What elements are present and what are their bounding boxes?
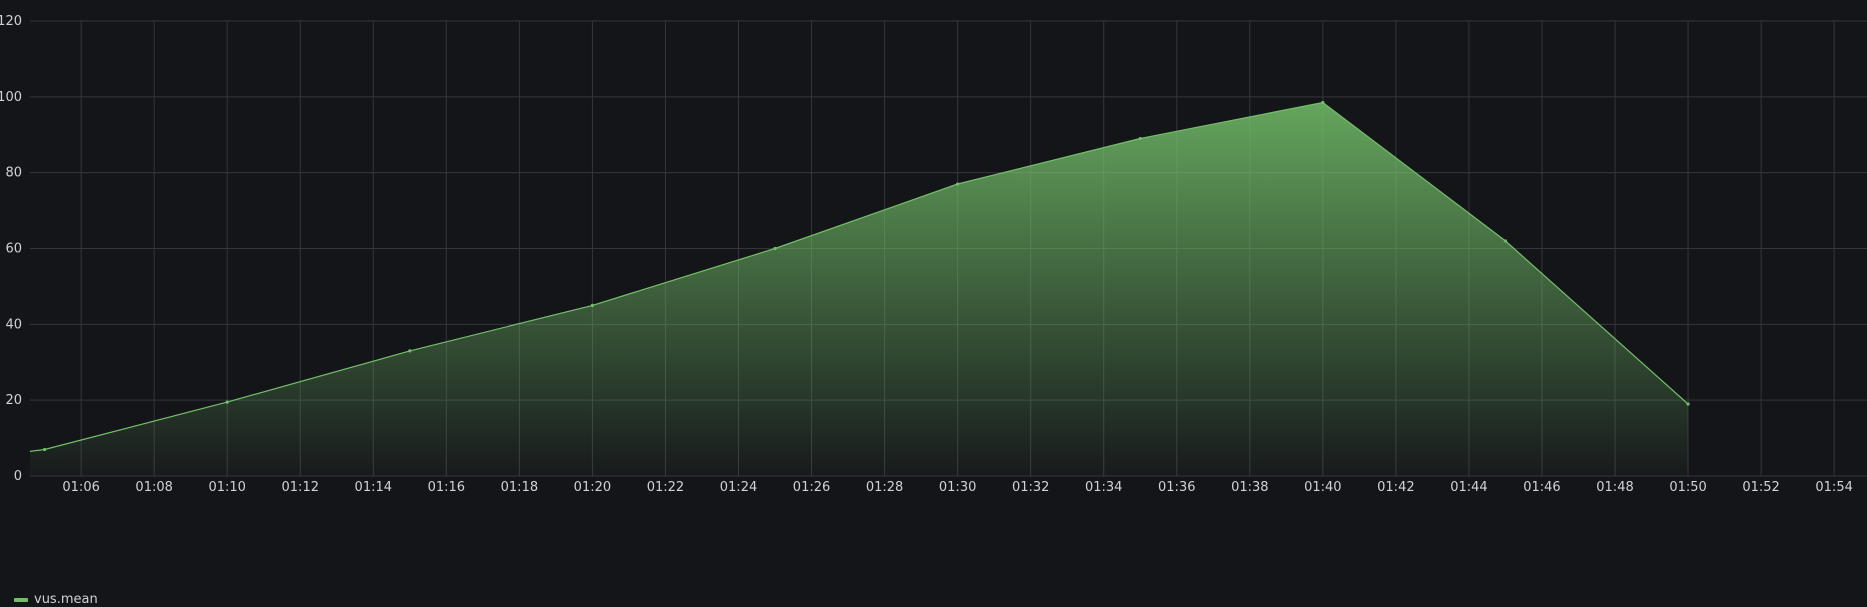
x-tick-label: 01:54 — [1815, 480, 1852, 495]
y-tick-label: 60 — [5, 242, 22, 257]
x-tick-label: 01:40 — [1304, 480, 1341, 495]
legend[interactable]: vus.mean — [14, 593, 98, 607]
y-tick-label: 80 — [5, 166, 22, 181]
series-point[interactable] — [1321, 100, 1325, 105]
x-tick-label: 01:52 — [1742, 480, 1779, 495]
y-axis-ticks: 0 20 40 60 80 100 120 — [0, 14, 22, 484]
x-tick-label: 01:26 — [793, 480, 830, 495]
y-tick-label: 20 — [5, 393, 22, 408]
x-tick-label: 01:16 — [428, 480, 465, 495]
series-point[interactable] — [590, 303, 595, 307]
series-point[interactable] — [1138, 136, 1142, 141]
y-tick-label: 0 — [14, 469, 22, 484]
y-tick-label: 40 — [5, 317, 22, 332]
series-point[interactable] — [1503, 239, 1508, 243]
x-tick-label: 01:50 — [1669, 480, 1706, 495]
series-point[interactable] — [408, 349, 412, 353]
series-point[interactable] — [956, 182, 960, 186]
x-tick-label: 01:44 — [1450, 480, 1487, 495]
x-tick-label: 01:48 — [1596, 480, 1633, 495]
x-tick-label: 01:10 — [208, 480, 245, 495]
series-point[interactable] — [43, 447, 47, 452]
x-tick-label: 01:42 — [1377, 480, 1414, 495]
x-tick-label: 01:22 — [647, 480, 684, 495]
legend-swatch — [14, 598, 28, 602]
x-axis-ticks: 01:06 01:08 01:10 01:12 01:14 01:16 01:18 01:20… — [62, 480, 1852, 495]
x-tick-label: 01:46 — [1523, 480, 1560, 495]
series-point[interactable] — [1686, 402, 1690, 406]
x-tick-label: 01:28 — [866, 480, 903, 495]
y-tick-label: 100 — [0, 90, 22, 105]
y-tick-label: 120 — [0, 14, 22, 29]
x-tick-label: 01:14 — [355, 480, 392, 495]
x-tick-label: 01:36 — [1158, 480, 1195, 495]
x-tick-label: 01:18 — [501, 480, 538, 495]
x-tick-label: 01:12 — [282, 480, 319, 495]
x-tick-label: 01:30 — [939, 480, 976, 495]
series-point[interactable] — [773, 246, 777, 251]
series-area-fill — [30, 102, 1688, 476]
series-area-layer — [29, 100, 1690, 476]
series-point[interactable] — [225, 400, 229, 404]
x-tick-label: 01:34 — [1085, 480, 1122, 495]
x-tick-label: 01:32 — [1012, 480, 1049, 495]
legend-label[interactable]: vus.mean — [34, 592, 98, 607]
x-tick-label: 01:38 — [1231, 480, 1268, 495]
x-tick-label: 01:20 — [574, 480, 611, 495]
x-tick-label: 01:08 — [135, 480, 172, 495]
x-tick-label: 01:24 — [720, 480, 757, 495]
x-tick-label: 01:06 — [62, 480, 99, 495]
